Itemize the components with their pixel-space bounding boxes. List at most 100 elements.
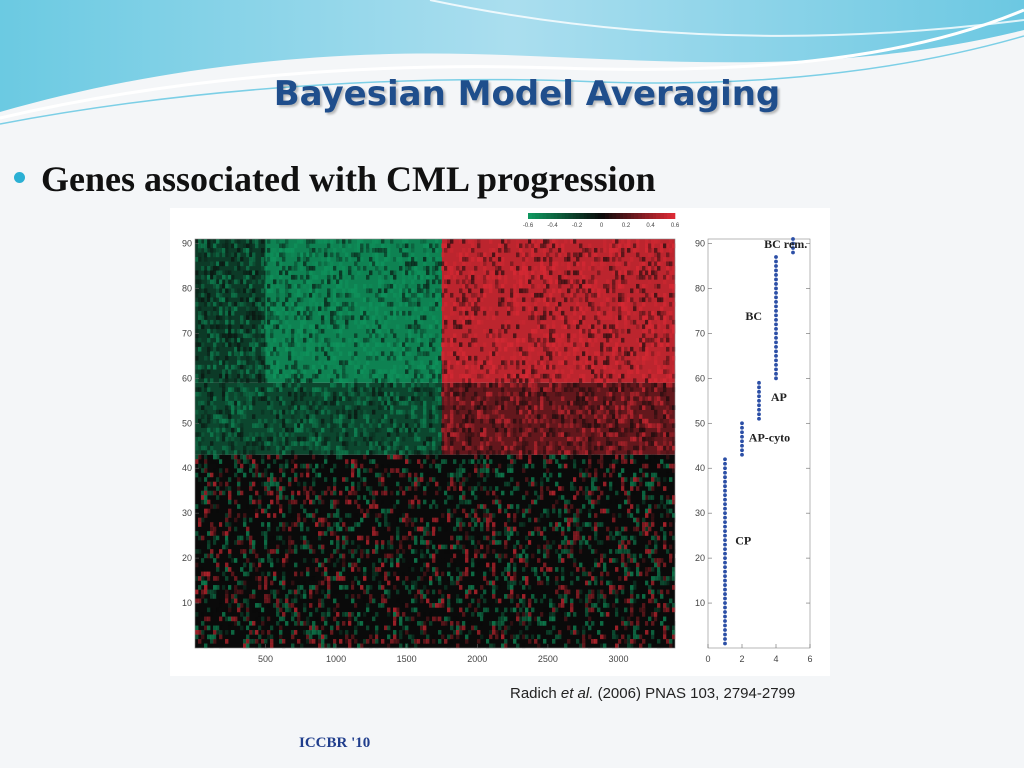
y-tick-label: 70 (695, 328, 705, 338)
stage-point (723, 569, 727, 574)
stage-point (774, 344, 778, 349)
stage-point (723, 524, 727, 529)
header-swoosh (0, 0, 1024, 125)
stage-point (774, 335, 778, 340)
x-tick-label: 3000 (608, 654, 628, 664)
y-tick-label: 40 (695, 463, 705, 473)
stage-point (774, 282, 778, 286)
stage-point (757, 403, 761, 408)
stage-point (723, 466, 727, 471)
heatmap-block (441, 382, 675, 455)
stage-point (774, 304, 778, 309)
x-tick-label: 2 (739, 654, 744, 664)
stage-point (774, 340, 778, 345)
heatmap-texture (195, 239, 676, 649)
x-tick-label: 500 (258, 654, 273, 664)
stage-point (774, 291, 778, 295)
stage-point (723, 610, 727, 614)
stage-point (774, 349, 778, 354)
colorbar-tick-label: 0 (600, 223, 604, 229)
stage-point (723, 632, 727, 637)
stage-label: AP-cyto (749, 430, 790, 444)
y-tick-label: 90 (182, 238, 192, 248)
stage-point (774, 268, 778, 273)
stage-point (757, 398, 761, 403)
stage-point (723, 641, 727, 646)
stage-point (723, 619, 727, 623)
bullet-dot-icon (14, 171, 25, 183)
colorbar: -0.6 -0.4 -0.2 0 0.2 0.4 0.6 (523, 213, 680, 229)
stage-point (757, 412, 761, 417)
citation-rest: (2006) PNAS 103, 2794-2799 (597, 685, 796, 702)
stage-point (723, 556, 727, 561)
y-tick-label: 30 (695, 508, 705, 518)
colorbar-tick-label: -0.2 (572, 223, 583, 229)
stage-point (723, 506, 727, 511)
heatmap-block (195, 382, 442, 455)
stage-point (774, 313, 778, 318)
stage-point (774, 259, 778, 264)
y-tick-label: 80 (695, 283, 705, 293)
heatmap-y-ticks: 10 20 30 40 50 60 70 80 90 (182, 238, 199, 608)
stage-point (791, 250, 795, 255)
x-tick-label: 1500 (397, 654, 417, 664)
y-tick-label: 60 (182, 373, 192, 383)
footer-label: ICCBR '10 (299, 735, 371, 751)
stage-point (774, 376, 778, 381)
x-tick-label: 2500 (538, 654, 558, 664)
y-tick-label: 90 (695, 238, 705, 248)
y-tick-label: 20 (695, 553, 705, 563)
stage-point (757, 380, 761, 385)
stage-point (774, 318, 778, 322)
stage-point (723, 605, 727, 610)
stage-point (740, 425, 744, 430)
stage-point (723, 542, 727, 547)
stage-point (723, 533, 727, 538)
stage-point (723, 583, 727, 587)
stage-point (757, 416, 761, 421)
stage-series (723, 457, 727, 646)
stage-point (740, 443, 744, 448)
stage-series (791, 237, 795, 255)
heatmap-block (195, 239, 266, 383)
stage-point (723, 574, 727, 578)
stage-point (757, 385, 761, 390)
y-tick-label: 10 (695, 598, 705, 608)
stage-point (723, 457, 727, 462)
stage-point (723, 502, 727, 507)
y-tick-label: 80 (182, 283, 192, 293)
colorbar-tick-label: -0.4 (547, 223, 558, 229)
stage-series (774, 255, 778, 381)
stage-point (774, 362, 778, 367)
x-tick-label: 0 (705, 654, 710, 664)
x-tick-label: 4 (773, 654, 778, 664)
stage-point (774, 371, 778, 376)
figure-panel: 500 1000 1500 2000 2500 3000 10 20 30 40 50 60 70 80 9… (170, 208, 830, 676)
heatmap-frame (194, 238, 676, 649)
stage-point (791, 237, 795, 241)
stage-point (774, 331, 778, 336)
y-tick-label: 70 (182, 328, 192, 338)
stage-point (723, 614, 727, 619)
stage-point (740, 421, 744, 426)
bullet-text: Genes associated with CML progression (41, 159, 656, 199)
stage-point (774, 326, 778, 331)
citation-etal: et al. (560, 685, 594, 702)
stage-point (723, 565, 727, 569)
stage-point (757, 407, 761, 412)
y-tick-label: 20 (182, 553, 192, 563)
heatmap-x-ticks: 500 1000 1500 2000 2500 3000 (258, 644, 629, 664)
stage-point (740, 448, 744, 453)
y-tick-label: 40 (182, 463, 192, 473)
stage-point (774, 255, 778, 259)
stage-point (740, 452, 744, 457)
stage-point (723, 520, 727, 525)
stage-point (791, 241, 795, 246)
stage-point (723, 515, 727, 520)
stage-point (723, 479, 727, 484)
stage-point (723, 578, 727, 583)
stage-point (723, 493, 727, 498)
y-tick-label: 10 (182, 598, 192, 608)
stage-point (723, 475, 727, 480)
colorbar-tick-label: 0.4 (646, 223, 655, 229)
